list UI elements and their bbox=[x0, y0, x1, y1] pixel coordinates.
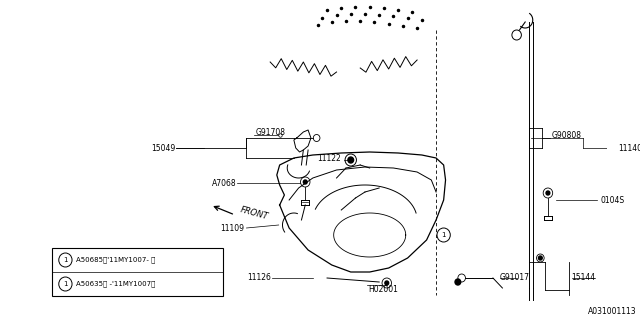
Text: G91708: G91708 bbox=[256, 127, 286, 137]
Circle shape bbox=[455, 279, 461, 285]
Text: FRONT: FRONT bbox=[239, 205, 269, 221]
Text: G90808: G90808 bbox=[552, 131, 582, 140]
Text: A031001113: A031001113 bbox=[588, 308, 636, 316]
Text: A7068: A7068 bbox=[212, 179, 237, 188]
Text: A50685〈'11MY1007- 〉: A50685〈'11MY1007- 〉 bbox=[76, 257, 156, 263]
Text: 15144: 15144 bbox=[572, 274, 596, 283]
Text: G91017: G91017 bbox=[500, 274, 529, 283]
Text: A50635〈 -'11MY1007〉: A50635〈 -'11MY1007〉 bbox=[76, 281, 156, 287]
Text: 11122: 11122 bbox=[317, 154, 341, 163]
Text: 1: 1 bbox=[63, 257, 68, 263]
Text: 0104S: 0104S bbox=[600, 196, 624, 204]
Text: 11109: 11109 bbox=[221, 223, 244, 233]
Circle shape bbox=[303, 180, 307, 184]
Circle shape bbox=[348, 157, 353, 163]
Text: 11140: 11140 bbox=[618, 143, 640, 153]
Circle shape bbox=[546, 191, 550, 195]
Text: 1: 1 bbox=[442, 232, 446, 238]
Bar bbox=[52, 248, 223, 296]
Text: 1: 1 bbox=[63, 281, 68, 287]
Text: 11126: 11126 bbox=[247, 274, 271, 283]
Circle shape bbox=[385, 281, 388, 285]
Text: H02001: H02001 bbox=[368, 285, 397, 294]
Text: 15049: 15049 bbox=[151, 143, 175, 153]
Circle shape bbox=[538, 256, 542, 260]
